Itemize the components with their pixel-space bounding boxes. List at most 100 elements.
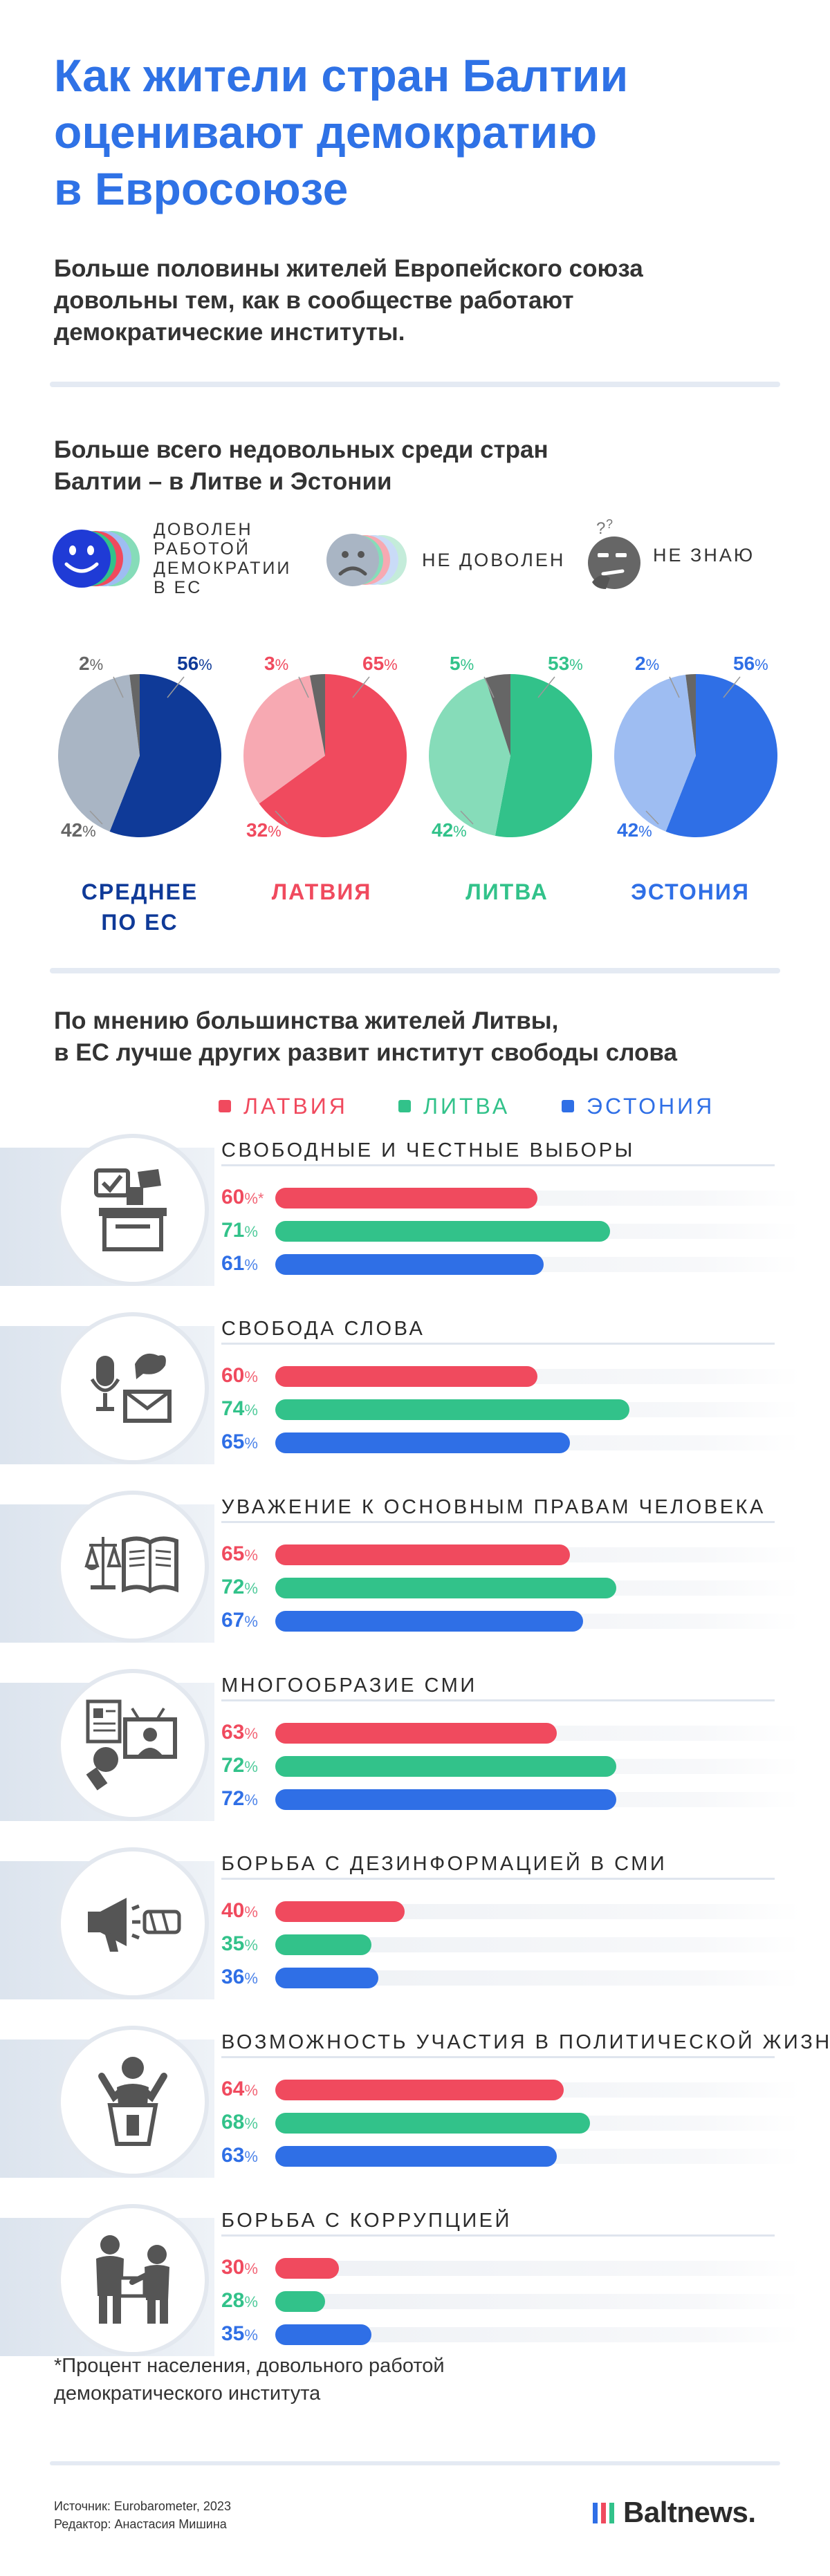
- category-title: БОРЬБА С КОРРУПЦИЕЙ: [221, 2210, 512, 2232]
- category-underline: [221, 2234, 775, 2237]
- leader-line: [645, 810, 659, 825]
- pie-slice: [259, 674, 407, 837]
- bar-legend-label: ЭСТОНИЯ: [587, 1094, 715, 1119]
- legend-label-line: В ЕС: [154, 578, 203, 597]
- bar-value-label: 71%: [221, 1219, 258, 1242]
- bar-value-label: 60%: [221, 1364, 258, 1387]
- pie-slice: [614, 674, 696, 832]
- category-underline: [221, 1343, 775, 1345]
- bar-value-label: 61%: [221, 1252, 258, 1275]
- bar-track: [275, 1904, 801, 1919]
- editor-text: Редактор: Анастасия Мишина: [54, 2517, 227, 2531]
- pie-value-label: 32%: [246, 819, 282, 841]
- category-block: УВАЖЕНИЕ К ОСНОВНЫМ ПРАВАМ ЧЕЛОВЕКА 65% 72…: [0, 1491, 830, 1669]
- bar: [275, 1366, 537, 1387]
- source-credits: Источник: Eurobarometer, 2023 Редактор: …: [54, 2497, 231, 2533]
- heading-line: в ЕС лучше других развит институт свобод…: [54, 1039, 677, 1066]
- bar: [275, 1756, 616, 1777]
- intro-line: Больше половины жителей Европейского сою…: [54, 255, 643, 282]
- pie-value-label: 42%: [432, 819, 467, 841]
- bar-track: [275, 1970, 801, 1986]
- category-title: МНОГООБРАЗИЕ СМИ: [221, 1674, 477, 1697]
- bar-row: 71%: [0, 1217, 830, 1244]
- legend-label-line: РАБОТОЙ: [154, 539, 250, 559]
- pie-section-heading: Больше всего недовольных среди стран Бал…: [54, 434, 746, 498]
- page-title: Как жители стран Балтии оценивают демокр…: [54, 47, 787, 217]
- category-block: МНОГООБРАЗИЕ СМИ 63% 72% 72%: [0, 1669, 830, 1847]
- bar: [275, 2113, 590, 2134]
- bar-row: 63%: [0, 2142, 830, 2169]
- svg-text:?: ?: [596, 519, 605, 538]
- leader-line: [352, 676, 370, 698]
- bar: [275, 1901, 405, 1922]
- source-text: Источник: Eurobarometer, 2023: [54, 2499, 231, 2513]
- media-icon: [81, 1692, 185, 1799]
- leader-line: [89, 810, 103, 825]
- category-underline: [221, 1521, 775, 1523]
- bar-row: 40%: [0, 1897, 830, 1925]
- legend-swatch: [398, 1100, 411, 1112]
- bar-section-heading: По мнению большинства жителей Литвы, в Е…: [54, 1005, 815, 1069]
- pie-value-label: 53%: [548, 653, 583, 674]
- bar: [275, 1544, 570, 1565]
- bar-row: 60%: [0, 1362, 830, 1390]
- pie-1: 56% 42% 2%: [58, 653, 221, 841]
- category-block: СВОБОДА СЛОВА 60% 74% 65%: [0, 1312, 830, 1491]
- intro-line: демократические институты.: [54, 319, 405, 346]
- pie-label-latvia: ЛАТВИЯ: [271, 879, 372, 904]
- leader-line: [298, 676, 309, 698]
- svg-text:?: ?: [606, 517, 613, 531]
- pie-value-label: 2%: [635, 653, 659, 674]
- category-title: ВОЗМОЖНОСТЬ УЧАСТИЯ В ПОЛИТИЧЕСКОЙ ЖИЗНИ: [221, 2031, 830, 2053]
- bar-row: 35%: [0, 2320, 830, 2348]
- leader-line: [723, 676, 741, 698]
- title-line: Как жители стран Балтии: [54, 50, 629, 101]
- bar-legend-label: ЛИТВА: [423, 1094, 510, 1119]
- section-divider: [50, 2461, 780, 2465]
- pie-label-line: СРЕДНЕЕ: [81, 879, 199, 904]
- heading-line: Балтии – в Литве и Эстонии: [54, 468, 392, 495]
- pie-slice: [243, 675, 325, 804]
- title-line: оценивают демократию: [54, 106, 598, 158]
- category-underline: [221, 1699, 775, 1701]
- section-divider: [50, 968, 780, 973]
- bar-row: 35%: [0, 1930, 830, 1958]
- pie-slice: [309, 674, 325, 756]
- section-divider: [50, 382, 780, 387]
- bar-value-label: 67%: [221, 1609, 258, 1632]
- category-block: ВОЗМОЖНОСТЬ УЧАСТИЯ В ПОЛИТИЧЕСКОЙ ЖИЗНИ…: [0, 2026, 830, 2204]
- bar: [275, 1432, 570, 1453]
- pie-label-estonia: ЭСТОНИЯ: [631, 879, 750, 904]
- pie-slice: [109, 674, 221, 837]
- pie-slice: [129, 674, 140, 756]
- pie-slice: [58, 674, 140, 832]
- pie-label-lithuania: ЛИТВА: [465, 879, 548, 904]
- heading-line: Больше всего недовольных среди стран: [54, 436, 548, 463]
- category-title: УВАЖЕНИЕ К ОСНОВНЫМ ПРАВАМ ЧЕЛОВЕКА: [221, 1496, 766, 1518]
- legend-label-line: НЕ ДОВОЛЕН: [422, 550, 566, 570]
- bar-value-label: 72%: [221, 1787, 258, 1810]
- bar-row: 65%: [0, 1540, 830, 1568]
- legend-dont-know: ? ? НЕ ЗНАЮ: [582, 517, 755, 593]
- bar-row: 72%: [0, 1574, 830, 1601]
- ballot-box-icon: [81, 1157, 185, 1264]
- title-line: в Евросоюзе: [54, 163, 349, 214]
- bar-value-label: 40%: [221, 1899, 258, 1922]
- category-title: СВОБОДА СЛОВА: [221, 1318, 425, 1340]
- bar-value-label: 30%: [221, 2256, 258, 2279]
- icon-circle: [57, 2204, 209, 2356]
- pie-value-label: 42%: [61, 819, 96, 841]
- intro-text: Больше половины жителей Европейского сою…: [54, 253, 787, 348]
- pie-value-label: 56%: [733, 653, 768, 674]
- pie-value-label: 3%: [264, 653, 288, 674]
- bar-legend-lithuania: ЛИТВА: [398, 1092, 510, 1120]
- bar-value-label: 63%: [221, 1721, 258, 1744]
- happy-face-icon: [53, 530, 140, 588]
- bar-row: 72%: [0, 1752, 830, 1780]
- sad-face-icon: [326, 534, 407, 586]
- footnote-line: демократического института: [54, 2382, 321, 2405]
- baltnews-logo: Baltnews.: [591, 2496, 756, 2529]
- legend-swatch: [562, 1100, 574, 1112]
- bar: [275, 1611, 583, 1632]
- pie-2: 65% 32% 3%: [243, 653, 407, 841]
